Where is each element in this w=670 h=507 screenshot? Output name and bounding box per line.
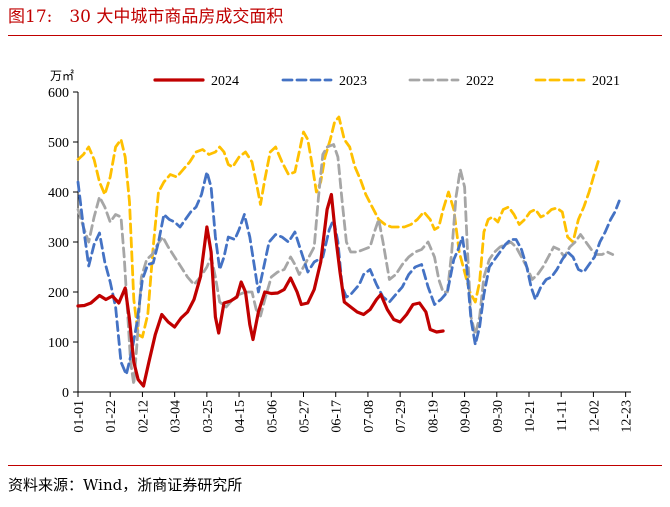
x-tick-label: 04-15 bbox=[233, 400, 248, 433]
y-tick-label: 0 bbox=[62, 386, 69, 401]
x-tick-label: 12-23 bbox=[620, 400, 635, 433]
x-tick-label: 07-08 bbox=[362, 400, 377, 433]
line-chart: 0 100 200 300 400 500 600 万㎡ 01-01 01-22 02-12 03-0… bbox=[48, 69, 635, 433]
series-layer bbox=[76, 115, 621, 388]
figure-title: 图17: 30 大中城市商品房成交面积 bbox=[8, 7, 284, 27]
series-line-2021 bbox=[76, 115, 601, 339]
y-tick-label: 500 bbox=[48, 136, 69, 151]
y-tick-label: 200 bbox=[48, 286, 69, 301]
legend-label-2024: 2024 bbox=[211, 74, 239, 89]
legend-label-2021: 2021 bbox=[592, 74, 620, 89]
y-tick-label: 600 bbox=[48, 86, 69, 101]
y-tick-label: 300 bbox=[48, 236, 69, 251]
x-tick-label: 07-29 bbox=[394, 400, 409, 433]
x-tick-label: 09-09 bbox=[459, 400, 474, 433]
x-tick-label: 06-17 bbox=[330, 400, 345, 433]
x-tick-label: 01-22 bbox=[104, 400, 119, 433]
x-tick-label: 10-21 bbox=[523, 400, 538, 433]
x-tick-label: 03-25 bbox=[201, 400, 216, 433]
series-line-2024 bbox=[76, 192, 445, 388]
x-tick-label: 01-01 bbox=[72, 400, 87, 433]
x-tick-label: 08-19 bbox=[426, 400, 441, 433]
source-note: 资料来源：Wind，浙商证券研究所 bbox=[8, 476, 243, 494]
x-tick-label: 05-06 bbox=[265, 400, 280, 433]
chart-axes: 0 100 200 300 400 500 600 万㎡ 01-01 01-22 02-12 03-0… bbox=[48, 69, 635, 433]
y-tick-label: 400 bbox=[48, 186, 69, 201]
x-tick-label: 11-11 bbox=[555, 400, 570, 432]
y-axis-unit-label: 万㎡ bbox=[50, 69, 74, 83]
series-line-2022 bbox=[76, 143, 615, 386]
x-tick-label: 12-02 bbox=[587, 400, 602, 433]
y-tick-label: 100 bbox=[48, 336, 69, 351]
legend-label-2022: 2022 bbox=[466, 74, 494, 89]
x-tick-label: 03-04 bbox=[169, 400, 184, 433]
legend-label-2023: 2023 bbox=[339, 74, 367, 89]
title-divider bbox=[8, 35, 662, 36]
footer-divider bbox=[8, 465, 662, 466]
series-line-2023 bbox=[76, 170, 621, 376]
x-tick-label: 05-27 bbox=[297, 400, 312, 433]
x-tick-label: 09-30 bbox=[491, 400, 506, 433]
chart-legend: 2024 2023 2022 2021 bbox=[153, 74, 620, 89]
x-tick-label: 02-12 bbox=[136, 400, 151, 433]
